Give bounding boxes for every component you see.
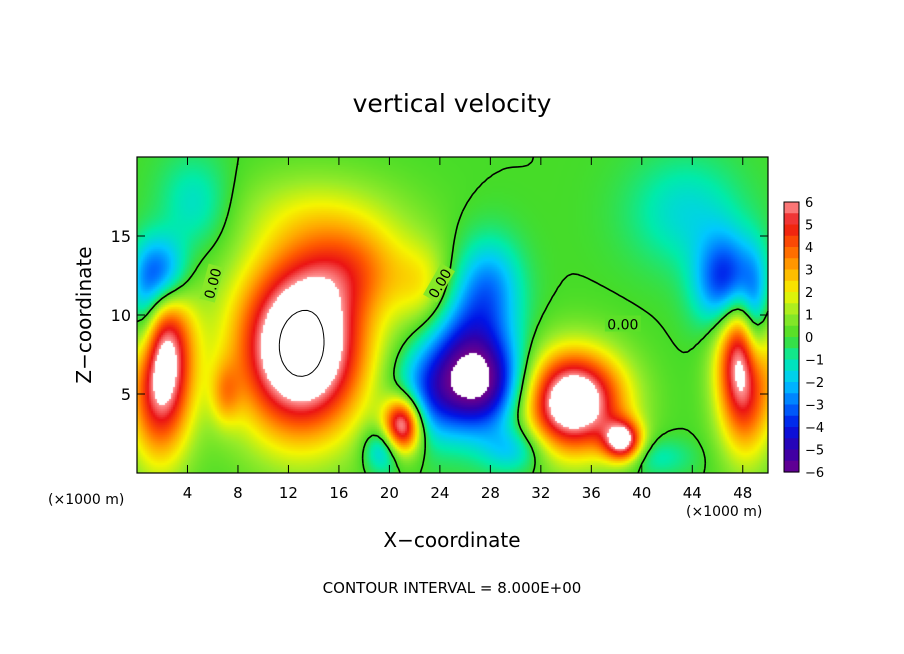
x-unit-label-left: (×1000 m) <box>48 492 124 508</box>
x-tick-label: 48 <box>733 484 752 502</box>
colorbar-swatch <box>784 348 799 361</box>
colorbar-swatch <box>784 382 799 394</box>
colorbar-tick-label: −3 <box>805 399 824 414</box>
x-tick-label: 24 <box>430 484 449 502</box>
y-tick-label: 15 <box>111 227 131 246</box>
colorbar-tick-label: −6 <box>805 466 824 481</box>
y-tick-label: 5 <box>121 385 131 404</box>
x-tick-label: 20 <box>380 484 399 502</box>
colorbar-swatch <box>784 415 799 428</box>
colorbar-tick-label: 2 <box>805 286 813 301</box>
colorbar-swatch <box>784 280 799 293</box>
colorbar-swatch <box>784 427 799 439</box>
y-tick-label: 10 <box>111 306 131 325</box>
colorbar-tick-label: 0 <box>805 331 813 346</box>
x-tick-label: 44 <box>683 484 702 502</box>
colorbar-tick-label: 4 <box>805 241 813 256</box>
colorbar-swatch <box>784 404 799 417</box>
contour-label-bg <box>604 315 641 332</box>
heatmap-image <box>137 157 768 473</box>
x-tick-label: 40 <box>632 484 651 502</box>
contour-lines <box>136 156 769 474</box>
x-unit-label-right: (×1000 m) <box>686 504 762 520</box>
contour-label-bg <box>199 263 225 303</box>
colorbar-swatch <box>784 303 799 316</box>
contour-label: 0.00 <box>202 267 226 301</box>
x-axis-label: X−coordinate <box>383 528 520 552</box>
contour-positive <box>278 309 325 377</box>
colorbar-swatch <box>784 393 799 406</box>
colorbar-swatch <box>784 370 799 383</box>
x-tick-label: 28 <box>481 484 500 502</box>
colorbar-swatch <box>784 359 799 372</box>
x-axis-ticks: 4 8 12 16 20 24 28 32 36 40 44 48 <box>183 157 752 502</box>
x-tick-label: 32 <box>531 484 550 502</box>
colorbar-swatch <box>784 314 799 327</box>
colorbar-swatch <box>784 247 799 259</box>
colorbar-tick-label: −4 <box>805 421 824 436</box>
colorbar-tick-label: 5 <box>805 219 813 234</box>
colorbar-swatch <box>784 292 799 304</box>
colorbar-frame <box>783 201 800 473</box>
x-tick-label: 12 <box>279 484 298 502</box>
colorbar-swatch <box>784 269 799 282</box>
colorbar-tick-label: 6 <box>805 196 813 211</box>
colorbar-swatch <box>784 213 799 226</box>
heatmap-canvas <box>137 157 768 473</box>
y-axis-label: Z−coordinate <box>72 246 96 383</box>
colorbar-swatch <box>784 325 799 338</box>
x-tick-label: 8 <box>233 484 243 502</box>
colorbar-swatch <box>784 438 799 451</box>
chart-title: vertical velocity <box>353 89 552 118</box>
contour-label: 0.00 <box>607 317 638 333</box>
x-tick-label: 36 <box>582 484 601 502</box>
colorbar <box>783 201 800 473</box>
x-tick-label: 4 <box>183 484 193 502</box>
colorbar-swatch <box>784 449 799 462</box>
colorbar-swatch <box>784 202 799 214</box>
colorbar-tick-labels: 6 5 4 3 2 1 0 −1 −2 −3 −4 −5 −6 <box>805 196 824 481</box>
colorbar-swatch <box>784 235 799 248</box>
colorbar-swatch <box>784 258 799 271</box>
y-axis-ticks: 5 10 15 <box>111 227 768 404</box>
contour-zero <box>136 156 769 474</box>
colorbar-swatch <box>784 224 799 237</box>
contour-label-bg <box>423 263 455 303</box>
colorbar-swatch <box>784 460 799 473</box>
colorbar-swatch <box>784 337 799 349</box>
x-tick-label: 16 <box>329 484 348 502</box>
colorbar-tick-label: 3 <box>805 264 813 279</box>
colorbar-tick-label: 1 <box>805 309 813 324</box>
colorbar-tick-label: −1 <box>805 354 824 369</box>
colorbar-tick-label: −5 <box>805 444 824 459</box>
contour-interval-note: CONTOUR INTERVAL = 8.000E+00 <box>323 579 582 597</box>
colorbar-tick-label: −2 <box>805 376 824 391</box>
